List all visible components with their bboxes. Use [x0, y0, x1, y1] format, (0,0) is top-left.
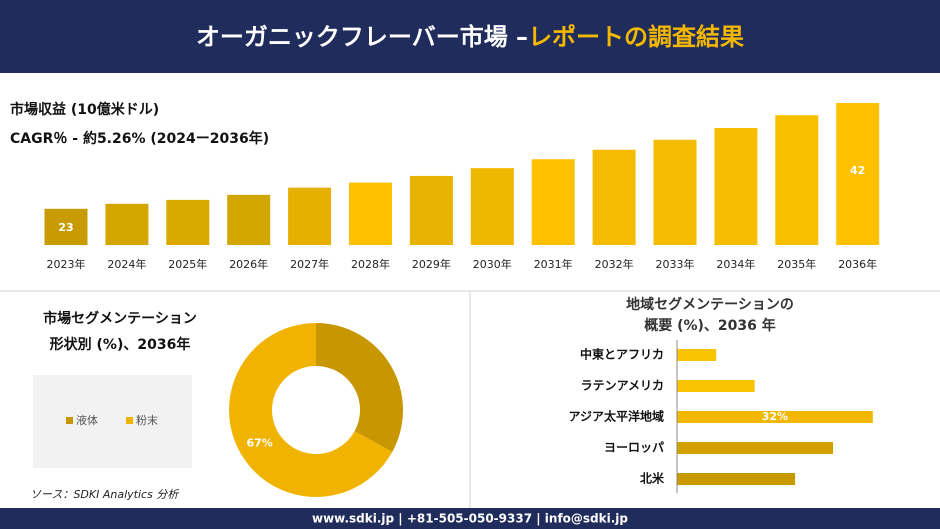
- data-label: 32%: [762, 410, 788, 423]
- bar: [653, 139, 697, 245]
- x-tick-label: 2032年: [595, 257, 634, 271]
- chart-title: 市場セグメンテーション: [43, 310, 197, 327]
- x-tick-label: 2025年: [168, 257, 207, 271]
- data-label: 42: [850, 164, 865, 177]
- legend-label: 粉末: [136, 413, 158, 427]
- header-band: [0, 0, 940, 73]
- bar: [349, 182, 392, 245]
- x-tick-label: 2029年: [412, 257, 451, 271]
- chart-title: 概要 (%)、2036 年: [644, 317, 776, 334]
- bar: [677, 380, 755, 392]
- legend-swatch: [126, 417, 133, 424]
- bar: [409, 175, 453, 245]
- header-title-main: オーガニックフレーバー市場 –: [196, 23, 528, 51]
- donut-slice: [229, 323, 393, 497]
- bar: [836, 102, 880, 245]
- bar: [288, 187, 332, 245]
- y-tick-label: アジア太平洋地域: [568, 409, 664, 424]
- header-title: オーガニックフレーバー市場 –レポートの調査結果: [196, 23, 744, 51]
- bar: [105, 203, 149, 245]
- legend-label: 液体: [76, 413, 98, 427]
- x-tick-label: 2027年: [290, 257, 329, 271]
- x-tick-label: 2026年: [229, 257, 268, 271]
- x-tick-label: 2030年: [473, 257, 512, 271]
- x-tick-label: 2028年: [351, 257, 390, 271]
- bar: [592, 149, 636, 245]
- header-title-highlight: レポートの調査結果: [528, 23, 744, 51]
- source-note: ソース：SDKI Analytics 分析: [30, 488, 180, 501]
- x-tick-label: 2031年: [534, 257, 573, 271]
- bar: [677, 349, 717, 361]
- bar: [470, 168, 514, 245]
- footer-band: [0, 508, 940, 529]
- bar: [677, 411, 873, 423]
- legend-box: [33, 375, 192, 468]
- chart-title: 形状別 (%)、2036年: [50, 336, 191, 353]
- legend-swatch: [66, 417, 73, 424]
- x-tick-label: 2024年: [107, 257, 146, 271]
- chart-subtitle: CAGR％ - 約5.26% (2024ー2036年): [10, 130, 269, 147]
- donut-slice: [316, 323, 403, 452]
- chart-title: 市場収益 (10億米ドル): [10, 101, 159, 118]
- bar: [677, 473, 796, 485]
- data-label: 23: [58, 221, 73, 234]
- y-tick-label: ラテンアメリカ: [581, 379, 664, 393]
- data-label: 67%: [246, 436, 272, 449]
- y-tick-label: ヨーロッパ: [604, 441, 664, 455]
- bar: [227, 194, 271, 245]
- bar: [775, 115, 819, 246]
- x-tick-label: 2034年: [716, 257, 755, 271]
- y-tick-label: 北米: [640, 471, 665, 486]
- bar: [677, 442, 834, 454]
- x-tick-label: 2035年: [777, 257, 816, 271]
- bar: [714, 128, 758, 245]
- bar: [531, 159, 575, 245]
- chart-title: 地域セグメンテーションの: [626, 296, 794, 313]
- footer-contact: www.sdki.jp | +81-505-050-9337 | info@sd…: [312, 512, 628, 526]
- x-tick-label: 2033年: [656, 257, 695, 271]
- bar: [44, 208, 88, 245]
- y-tick-label: 中東とアフリカ: [580, 347, 664, 362]
- x-tick-label: 2023年: [47, 257, 86, 271]
- bar: [166, 199, 210, 245]
- x-tick-label: 2036年: [838, 257, 877, 271]
